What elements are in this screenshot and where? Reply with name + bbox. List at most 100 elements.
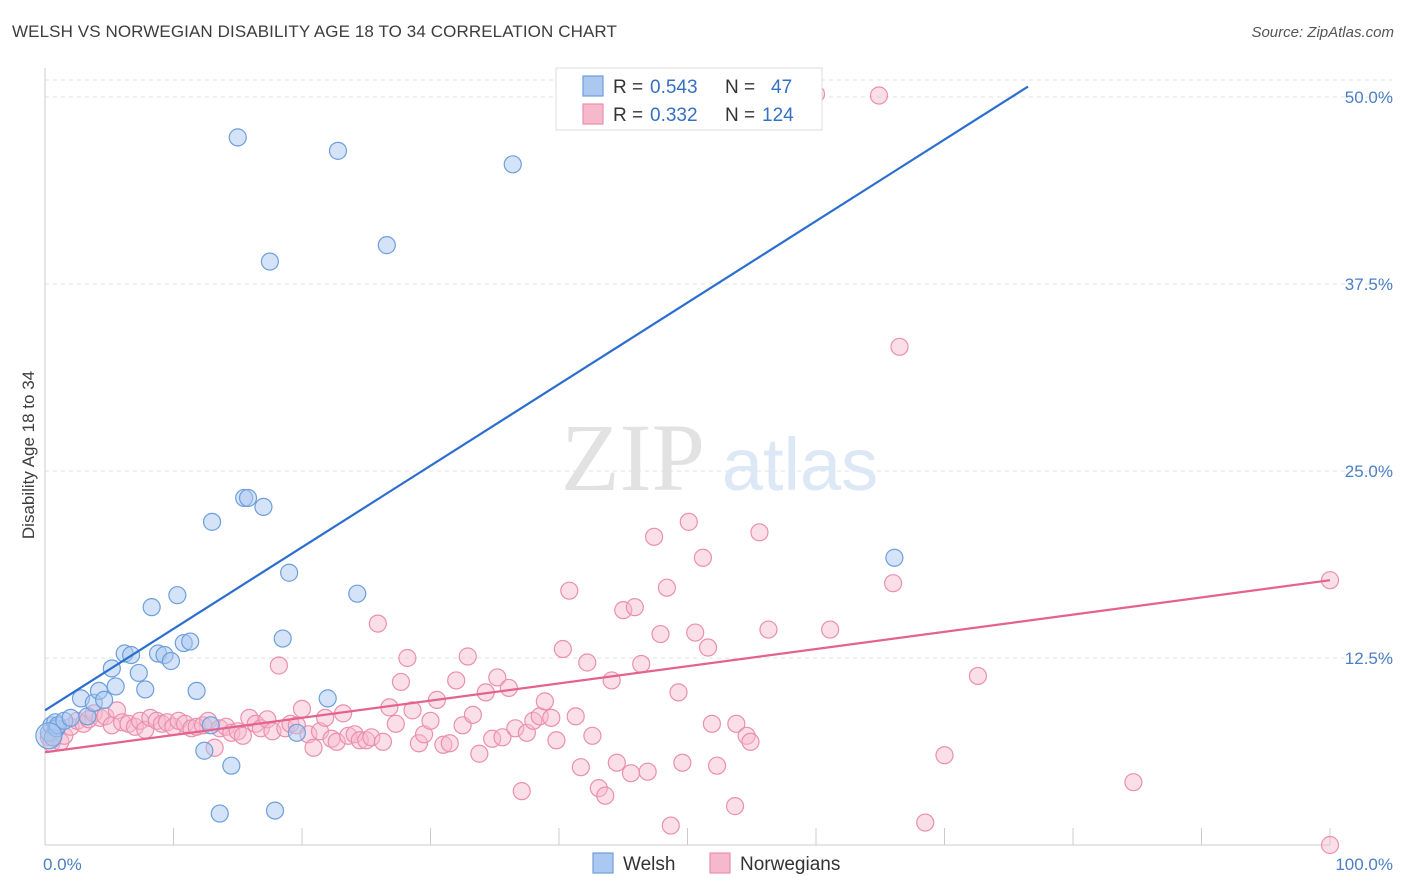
norwegians-point [702, 714, 722, 733]
x-tick-labels: 0.0% 100.0% [43, 855, 1393, 874]
norwegians-point [391, 672, 411, 692]
y-axis-label: Disability Age 18 to 34 [19, 371, 38, 539]
norwegians-point [673, 753, 692, 772]
norwegians-point [339, 726, 358, 745]
welsh-point [260, 252, 279, 271]
welsh-point [168, 586, 187, 605]
norwegians-point [386, 714, 405, 733]
norwegians-point [707, 756, 727, 775]
norwegians-point [368, 614, 387, 633]
axes [44, 68, 1331, 846]
norwegians-point [657, 578, 677, 597]
y-tick-label: 12.5% [1345, 649, 1393, 668]
norwegians-point [1320, 835, 1340, 855]
norwegians-point [566, 707, 585, 726]
series-legend: Welsh Norwegians [592, 852, 840, 875]
norwegians-point [350, 731, 369, 750]
norwegians-point [571, 758, 590, 777]
welsh-point [273, 629, 292, 648]
welsh-point [885, 548, 904, 567]
norwegians-point [883, 574, 903, 593]
gridlines [45, 79, 1392, 659]
norwegians-point [233, 726, 252, 745]
norwegians-point [625, 598, 644, 617]
norwegians-point [535, 692, 554, 711]
norwegians-point [434, 735, 453, 754]
norwegians-point [693, 548, 713, 567]
correlation-legend: R = 0.543 N = 47 R = 0.332 N = 124 [555, 67, 823, 131]
legend-welsh-n-label: N = [725, 77, 755, 98]
welsh-point [348, 584, 367, 603]
norwegians-point [607, 753, 626, 772]
norwegians-point [447, 671, 466, 690]
welsh-points [35, 128, 904, 823]
y-tick-label: 25.0% [1345, 462, 1393, 481]
norwegians-point [935, 746, 954, 765]
norwegians-point [398, 648, 417, 668]
welsh-point [280, 563, 299, 582]
legend-norwegians-swatch [582, 103, 604, 125]
norwegians-trend-line [44, 579, 1331, 754]
norwegians-point [644, 527, 664, 546]
norwegians-point [470, 744, 489, 763]
trend-lines [44, 85, 1331, 754]
welsh-point [142, 598, 161, 617]
norwegians-point [632, 654, 651, 674]
norwegians-point [403, 701, 422, 720]
welsh-point [129, 663, 148, 683]
welsh-point [318, 689, 337, 708]
welsh-point [195, 741, 214, 760]
norwegians-point [499, 678, 518, 698]
norwegians-point [759, 620, 778, 639]
norwegians-point [362, 728, 381, 747]
welsh-point [265, 801, 285, 820]
norwegians-point [669, 683, 688, 702]
norwegians-point [292, 699, 312, 718]
norwegians-point [651, 624, 670, 644]
bottom-legend-norwegians-swatch [709, 852, 731, 874]
norwegians-point [916, 813, 935, 832]
norwegians-point [125, 717, 145, 736]
welsh-point [328, 141, 348, 160]
norwegians-point [621, 764, 641, 783]
welsh-point [210, 804, 229, 823]
norwegians-point [506, 719, 525, 738]
norwegians-point [304, 738, 323, 757]
norwegians-point [821, 620, 840, 639]
welsh-point [95, 690, 114, 709]
norwegians-point [890, 337, 909, 356]
welsh-point [202, 512, 222, 531]
norwegians-point [421, 711, 440, 730]
welsh-trend-line [44, 85, 1029, 712]
norwegians-point [269, 656, 288, 675]
norwegians-point [661, 816, 680, 835]
welsh-point [238, 488, 258, 508]
norwegians-point [107, 701, 127, 720]
welsh-point [106, 677, 125, 696]
welsh-point [287, 723, 306, 742]
norwegians-point [327, 732, 346, 751]
welsh-point [228, 128, 247, 147]
norwegians-point [440, 734, 459, 753]
watermark-zip: ZIP [561, 404, 705, 511]
x-tick-label-max: 100.0% [1335, 855, 1393, 874]
watermark-atlas: atlas [722, 423, 878, 506]
norwegians-point [373, 732, 393, 751]
norwegians-point [409, 734, 429, 753]
norwegians-point [542, 708, 561, 727]
norwegians-point [638, 762, 657, 781]
legend-norwegians-r-value: 0.332 [650, 105, 698, 126]
legend-welsh-n-value: 47 [771, 77, 792, 98]
norwegians-point [583, 726, 602, 745]
norwegians-point [698, 638, 718, 657]
legend-welsh-swatch [582, 75, 604, 97]
norwegians-point [741, 732, 760, 751]
welsh-point [503, 155, 522, 174]
norwegians-point [458, 647, 477, 666]
norwegians-point [968, 666, 988, 686]
legend-norwegians-r-label: R = [613, 105, 643, 126]
welsh-point-cluster [35, 722, 63, 750]
bottom-legend-welsh-swatch [592, 852, 614, 874]
norwegians-point [488, 668, 507, 687]
